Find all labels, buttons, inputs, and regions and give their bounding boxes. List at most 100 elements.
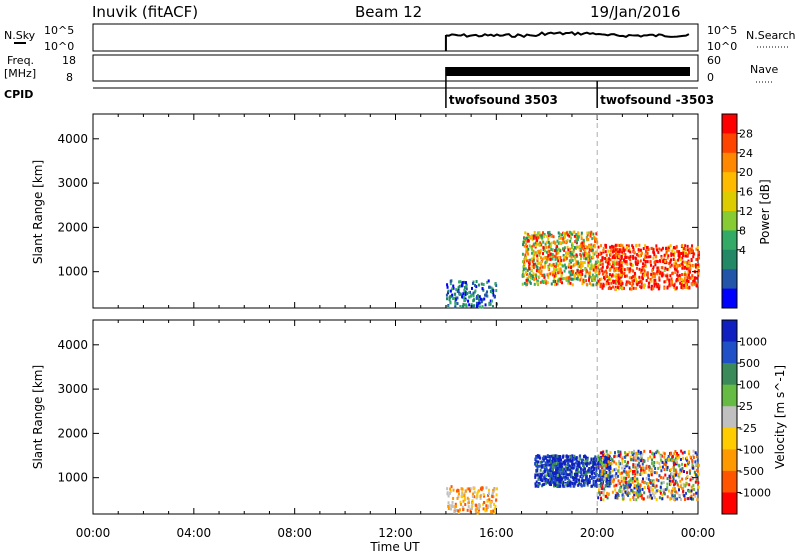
x-tick-label: 16:00 (479, 526, 514, 540)
echo-cell (562, 232, 565, 236)
nsky-trace (444, 31, 690, 51)
echo-cell (661, 272, 664, 276)
echo-cell (468, 487, 471, 491)
echo-cell (636, 488, 639, 492)
echo-cell (582, 238, 585, 242)
echo-cell (606, 258, 609, 262)
echo-cell (651, 463, 654, 467)
colorbar-tick-label: -1000 (739, 486, 771, 499)
echo-cell (631, 472, 634, 476)
echo-cell (567, 248, 570, 252)
echo-cell (568, 263, 571, 267)
echo-cell (641, 480, 644, 484)
echo-cell (619, 452, 622, 456)
echo-cell (535, 480, 538, 484)
echo-cell (491, 305, 494, 309)
echo-cell (633, 469, 636, 473)
y-tick-label: 4000 (57, 338, 88, 352)
echo-cell (683, 247, 686, 251)
echo-cell (591, 273, 594, 277)
echo-cell (464, 489, 467, 493)
echo-cell (662, 259, 665, 263)
echo-cell (696, 463, 699, 467)
echo-cell (650, 467, 653, 471)
echo-cell (543, 275, 546, 279)
echo-cell (669, 260, 672, 264)
echo-cell (657, 479, 660, 483)
echo-cell (551, 257, 554, 261)
echo-cell (463, 295, 466, 299)
echo-cell (636, 465, 639, 469)
echo-cell (695, 265, 698, 269)
echo-cell (658, 276, 661, 280)
echo-cell (557, 241, 560, 245)
echo-cell (595, 459, 598, 463)
echo-cell (524, 253, 527, 257)
echo-cell (602, 248, 605, 252)
echo-cell (672, 483, 675, 487)
echo-cell (649, 260, 652, 264)
echo-cell (650, 246, 653, 250)
echo-cell (655, 244, 658, 248)
echo-cell (650, 263, 653, 267)
echo-cell (547, 265, 550, 269)
echo-cell (617, 279, 620, 283)
echo-cell (602, 477, 605, 481)
echo-cell (671, 455, 674, 459)
echo-cell (567, 477, 570, 481)
echo-cell (608, 480, 611, 484)
echo-cell (637, 248, 640, 252)
echo-cell (643, 466, 646, 470)
echo-cell (680, 262, 683, 266)
echo-cell (561, 483, 564, 487)
echo-cell (643, 486, 646, 490)
echo-cell (631, 470, 634, 474)
echo-cell (636, 463, 639, 467)
echo-cell (628, 470, 631, 474)
echo-cell (616, 256, 619, 260)
echo-cell (672, 469, 675, 473)
colorbar-tick-label: -25 (739, 422, 757, 435)
echo-cell (462, 304, 465, 308)
echo-cell (609, 252, 612, 256)
echo-cell (449, 507, 452, 511)
echo-cell (622, 286, 625, 290)
echo-cell (525, 243, 528, 247)
echo-cell (550, 483, 553, 487)
echo-cell (642, 262, 645, 266)
echo-cell (485, 292, 488, 296)
echo-cell (605, 275, 608, 279)
echo-cell (636, 262, 639, 266)
echo-cell (642, 258, 645, 262)
echo-cell (664, 280, 667, 284)
echo-cell (675, 279, 678, 283)
echo-cell (642, 468, 645, 472)
echo-cell (657, 283, 660, 287)
echo-cell (628, 276, 631, 280)
echo-cell (462, 292, 465, 296)
echo-cell (669, 244, 672, 248)
echo-cell (692, 264, 695, 268)
echo-cell (662, 488, 665, 492)
echo-cell (465, 284, 468, 288)
echo-cell (673, 251, 676, 255)
echo-cell (686, 283, 689, 287)
nsearch-tick-high: 10^5 (707, 24, 737, 37)
echo-cell (538, 233, 541, 237)
echo-cell (609, 286, 612, 290)
echo-cell (634, 472, 637, 476)
echo-cell (545, 479, 548, 483)
echo-cell (578, 481, 581, 485)
echo-cell (562, 480, 565, 484)
echo-cell (619, 243, 622, 247)
echo-cell (647, 477, 650, 481)
echo-cell (637, 458, 640, 462)
echo-cell (681, 492, 684, 496)
echo-cell (588, 245, 591, 249)
echo-cell (467, 501, 470, 505)
echo-cell (582, 458, 585, 462)
echo-cell (590, 249, 593, 253)
echo-cell (525, 282, 528, 286)
echo-cell (607, 261, 610, 265)
echo-cell (621, 282, 624, 286)
